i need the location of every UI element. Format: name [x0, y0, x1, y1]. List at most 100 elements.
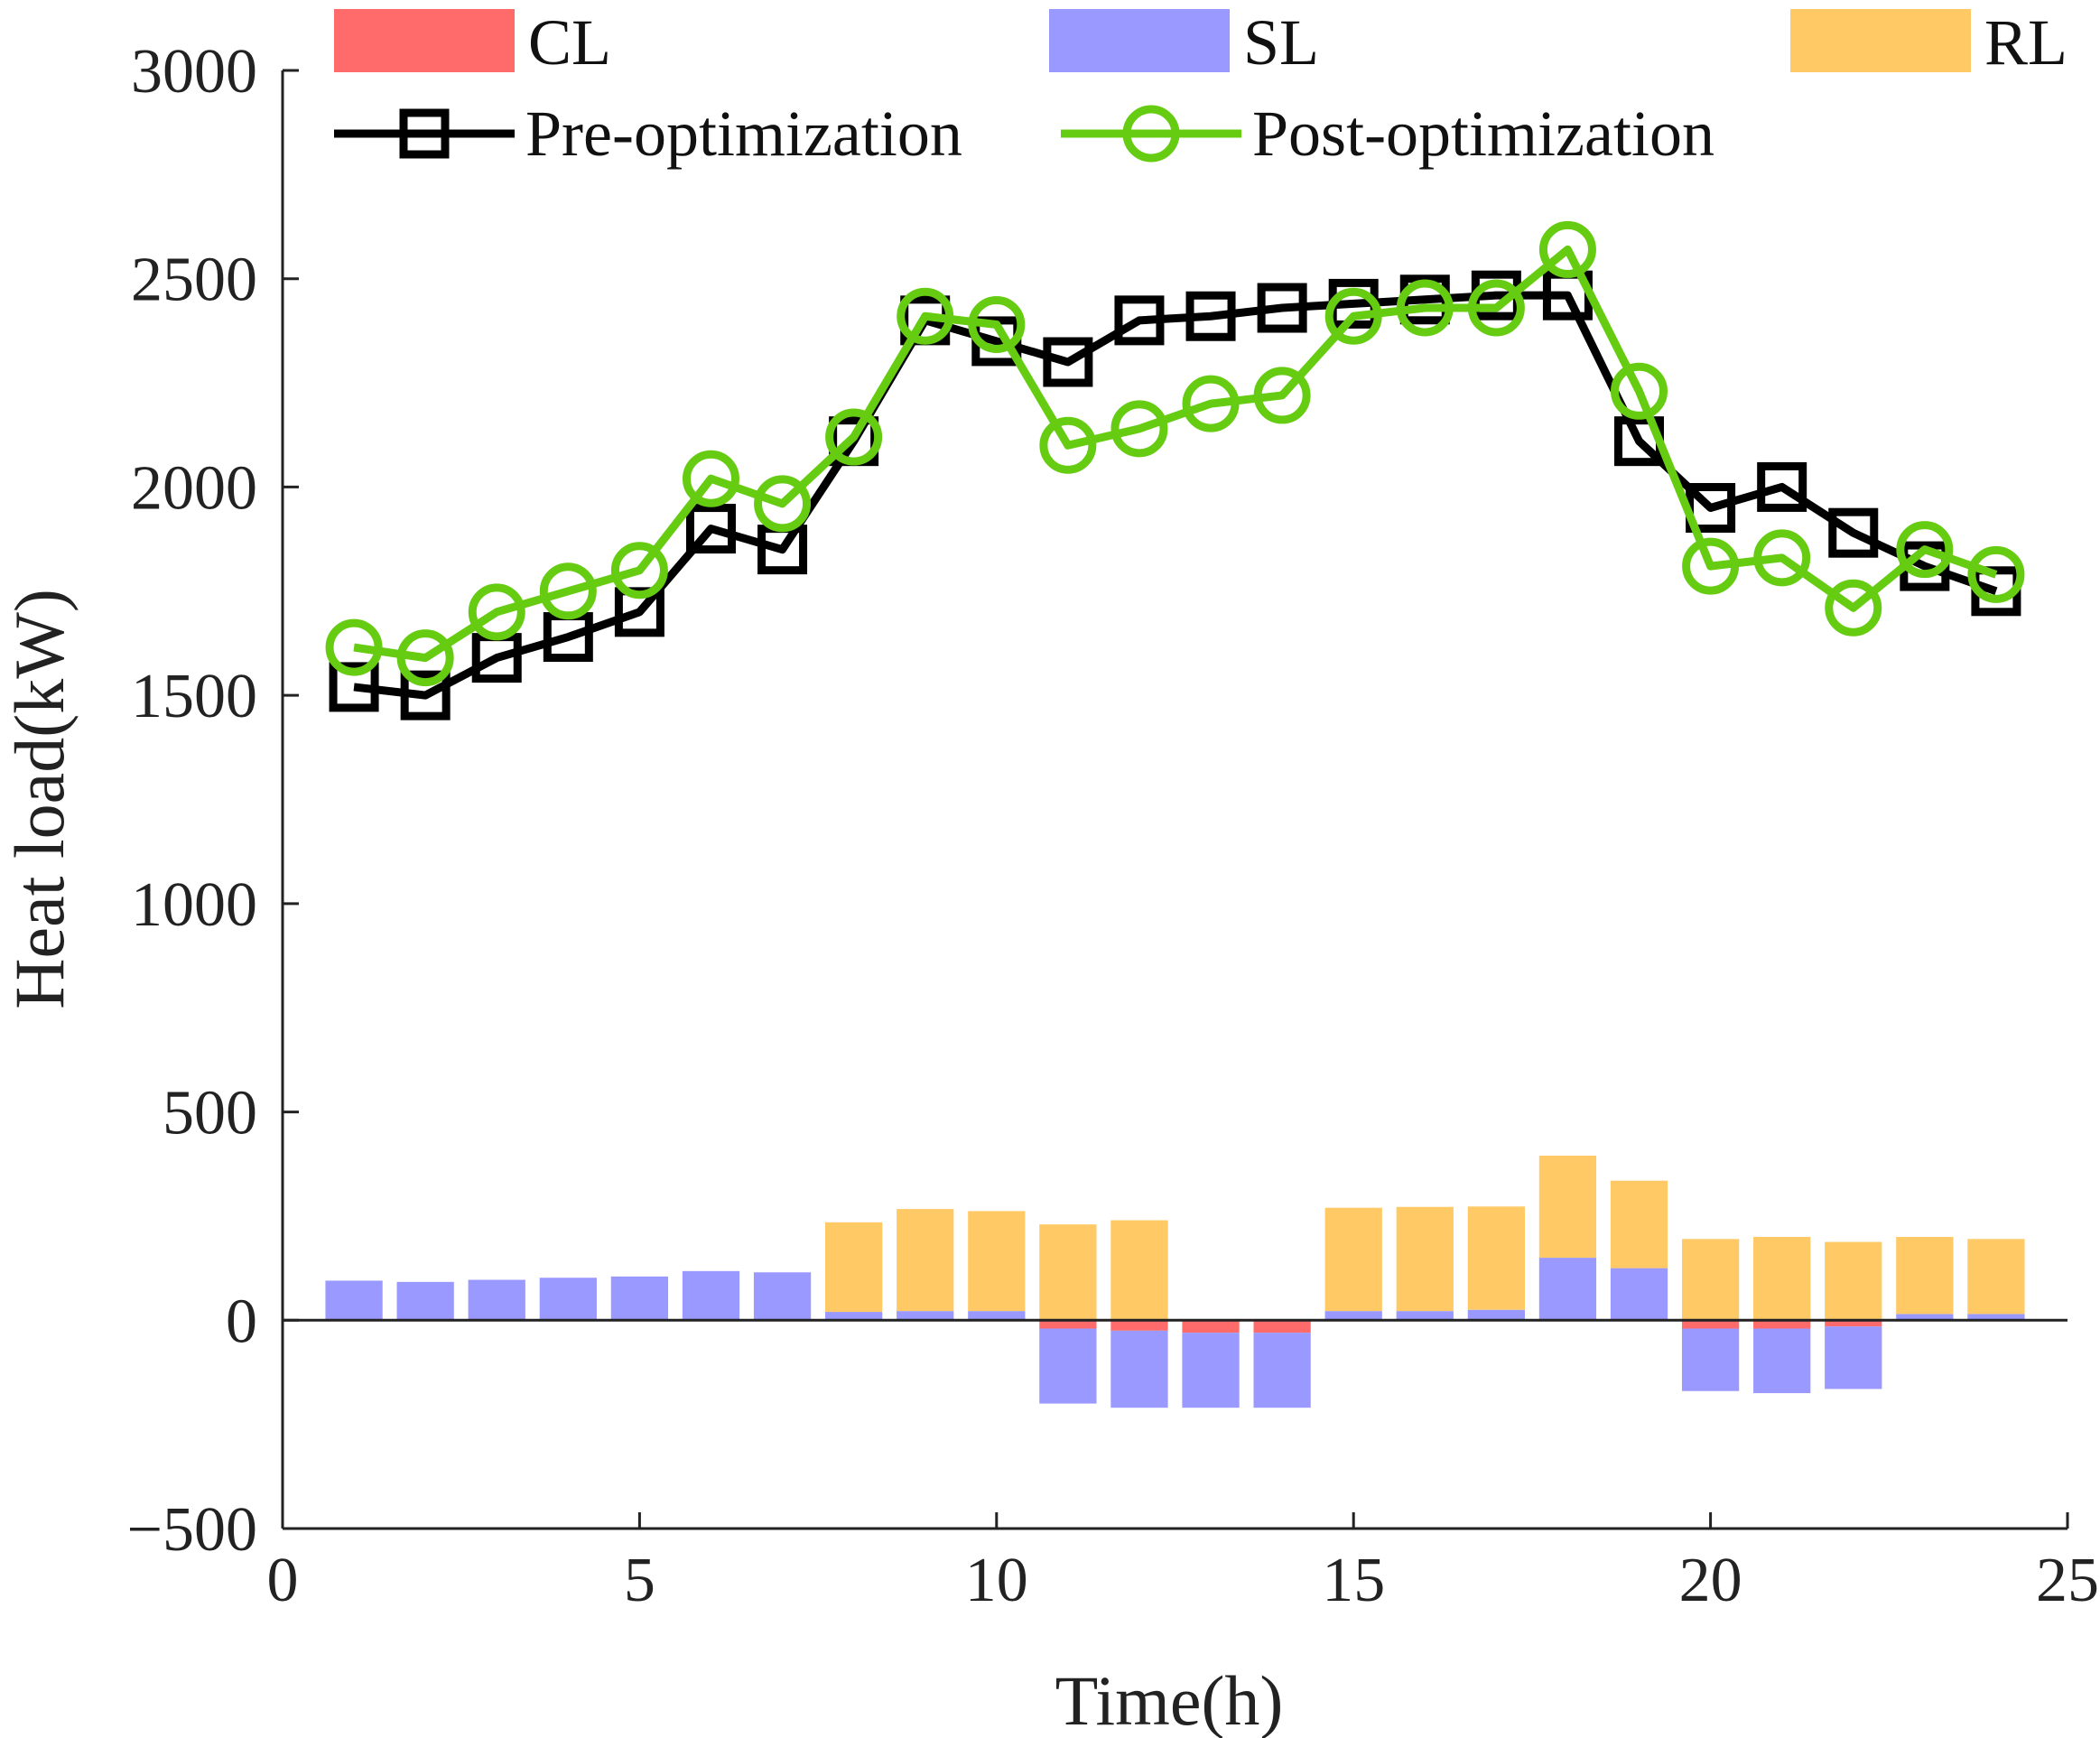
bar-cl-12	[1110, 1320, 1168, 1331]
point-pre-optimization-12	[1114, 295, 1165, 346]
point-post-optimization-8	[825, 408, 883, 466]
point-pre-optimization-22	[1828, 507, 1879, 558]
legend-swatch-rl	[1790, 9, 1971, 72]
bar-sl-2	[396, 1281, 454, 1321]
bar-layer	[325, 1156, 2025, 1408]
bar-sl-12	[1110, 1330, 1168, 1408]
bar-rl-10	[968, 1211, 1026, 1312]
bar-rl-8	[825, 1222, 883, 1313]
x-tick-label: 10	[965, 1546, 1028, 1615]
point-post-optimization-17	[1467, 279, 1525, 337]
x-tick-label: 5	[624, 1546, 655, 1615]
point-post-optimization-24	[1967, 545, 2025, 603]
bar-rl-20	[1681, 1239, 1740, 1321]
bar-sl-4	[539, 1278, 597, 1321]
bar-rl-21	[1753, 1237, 1811, 1321]
bar-sl-13	[1182, 1333, 1240, 1408]
point-post-optimization-4	[539, 562, 597, 620]
bar-rl-9	[897, 1209, 954, 1312]
bar-cl-20	[1681, 1320, 1740, 1329]
bar-rl-16	[1396, 1206, 1454, 1312]
bar-sl-16	[1396, 1311, 1454, 1321]
y-tick-label: 1500	[131, 662, 257, 731]
point-post-optimization-23	[1896, 521, 1954, 579]
bar-sl-19	[1610, 1268, 1668, 1321]
bar-rl-11	[1039, 1224, 1097, 1321]
bar-sl-18	[1538, 1258, 1597, 1321]
legend-label-pre-optimization: Pre-optimization	[525, 98, 962, 170]
point-post-optimization-7	[754, 475, 812, 533]
point-post-optimization-3	[468, 583, 525, 641]
y-tick-label: 1000	[131, 870, 257, 940]
bar-sl-22	[1825, 1326, 1882, 1389]
point-pre-optimization-11	[1043, 337, 1093, 387]
y-tick-label: −500	[127, 1495, 257, 1565]
point-post-optimization-21	[1753, 529, 1811, 587]
bar-rl-15	[1324, 1207, 1382, 1312]
bar-rl-12	[1110, 1220, 1168, 1321]
bar-sl-3	[468, 1279, 525, 1321]
point-post-optimization-1	[325, 618, 383, 676]
point-post-optimization-12	[1110, 400, 1168, 458]
y-tick-label: 500	[163, 1079, 257, 1148]
point-post-optimization-14	[1253, 367, 1311, 424]
y-tick-label: 2500	[131, 246, 257, 315]
x-tick-label: 25	[2036, 1546, 2099, 1615]
point-post-optimization-13	[1182, 375, 1240, 432]
point-post-optimization-18	[1538, 220, 1596, 278]
bar-sl-15	[1324, 1311, 1382, 1321]
bar-sl-9	[897, 1311, 954, 1321]
legend-marker-post-optimization	[1122, 105, 1180, 163]
series-line-pre-optimization	[353, 291, 1998, 700]
point-pre-optimization-14	[1257, 283, 1307, 333]
point-pre-optimization-2	[400, 670, 451, 720]
bar-sl-5	[610, 1276, 669, 1321]
point-post-optimization-6	[682, 450, 739, 507]
point-post-optimization-22	[1825, 579, 1882, 637]
x-tick-label: 20	[1679, 1546, 1742, 1615]
bar-cl-13	[1182, 1320, 1240, 1334]
legend-swatch-sl	[1049, 9, 1230, 72]
legend-marker-pre-optimization	[399, 108, 450, 159]
y-tick-label: 3000	[131, 37, 257, 107]
series-line-post-optimization	[353, 245, 1998, 663]
bar-rl-17	[1467, 1206, 1525, 1310]
point-post-optimization-16	[1396, 279, 1454, 337]
bar-sl-1	[325, 1280, 383, 1321]
point-post-optimization-5	[610, 542, 668, 599]
legend-label-post-optimization: Post-optimization	[1252, 98, 1714, 170]
point-post-optimization-2	[396, 629, 454, 687]
bar-rl-24	[1967, 1239, 2025, 1315]
bar-sl-23	[1896, 1314, 1954, 1321]
point-pre-optimization-6	[685, 504, 736, 554]
bar-cl-14	[1253, 1320, 1311, 1334]
point-post-optimization-19	[1611, 362, 1668, 420]
bar-sl-8	[825, 1312, 883, 1321]
bar-sl-6	[682, 1270, 740, 1321]
legend-swatch-cl	[334, 9, 515, 72]
bar-rl-18	[1538, 1156, 1597, 1259]
y-tick-label: 2000	[131, 453, 257, 523]
point-post-optimization-10	[968, 295, 1026, 353]
bar-sl-21	[1753, 1328, 1811, 1394]
line-layer	[325, 220, 2025, 720]
bar-rl-23	[1896, 1237, 1954, 1315]
bar-sl-24	[1967, 1314, 2025, 1321]
legend-label-rl: RL	[1984, 6, 2067, 79]
y-axis-title: Heat load(kW)	[0, 589, 79, 1009]
point-post-optimization-20	[1682, 537, 1740, 595]
bar-cl-11	[1039, 1320, 1097, 1329]
point-pre-optimization-13	[1185, 291, 1236, 341]
legend-label-cl: CL	[528, 6, 611, 79]
y-tick-label: 0	[226, 1287, 257, 1356]
point-post-optimization-9	[897, 287, 954, 345]
point-pre-optimization-1	[329, 662, 379, 712]
point-post-optimization-15	[1324, 287, 1382, 345]
legend-label-sl: SL	[1243, 6, 1319, 79]
bar-sl-20	[1681, 1328, 1740, 1391]
bar-sl-17	[1467, 1309, 1525, 1321]
bar-cl-21	[1753, 1320, 1811, 1329]
bar-sl-7	[753, 1272, 812, 1321]
x-axis-title: Time(h)	[1055, 1661, 1284, 1738]
